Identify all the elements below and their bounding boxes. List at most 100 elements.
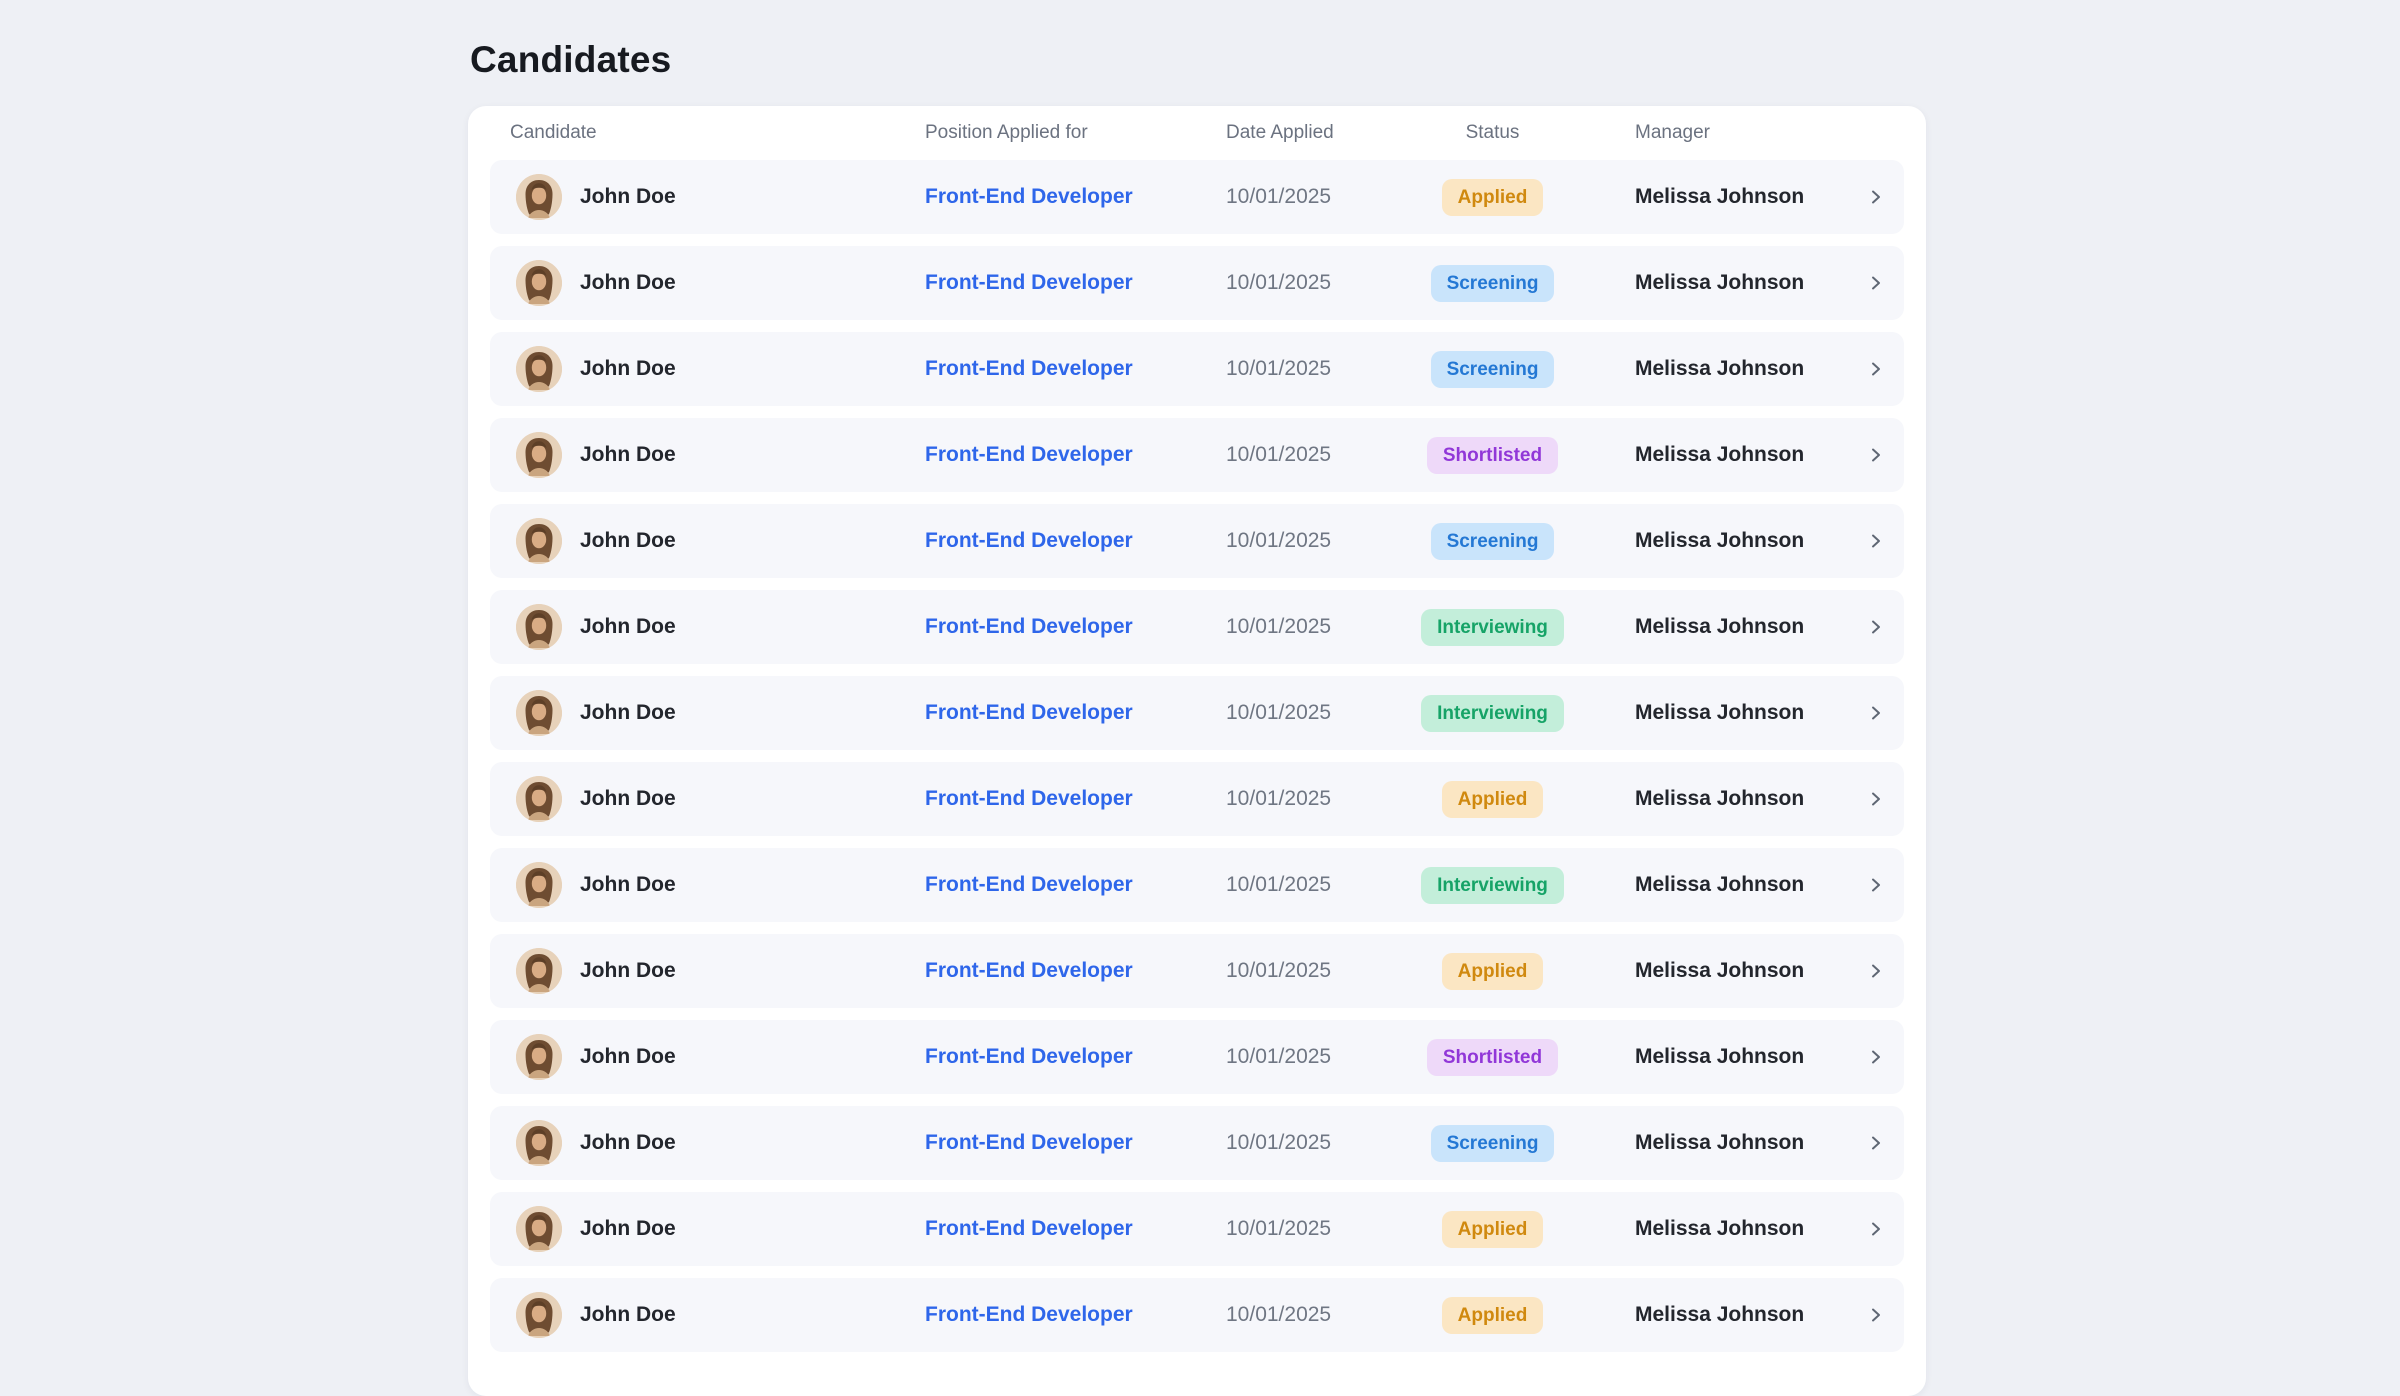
position-cell: Front-End Developer xyxy=(925,959,1226,983)
avatar-photo-icon xyxy=(516,690,562,736)
candidate-row[interactable]: John Doe Front-End Developer 10/01/2025 … xyxy=(490,504,1904,578)
candidate-name: John Doe xyxy=(580,615,676,638)
chevron-right-icon[interactable] xyxy=(1867,1306,1885,1324)
date-applied-cell: 10/01/2025 xyxy=(1226,1131,1380,1155)
date-applied-cell: 10/01/2025 xyxy=(1226,701,1380,725)
column-header-position-applied-for: Position Applied for xyxy=(925,122,1088,143)
candidate-row[interactable]: John Doe Front-End Developer 10/01/2025 … xyxy=(490,160,1904,234)
chevron-right-icon[interactable] xyxy=(1867,962,1885,980)
row-chevron-cell xyxy=(1848,532,1904,550)
candidate-row[interactable]: John Doe Front-End Developer 10/01/2025 … xyxy=(490,1278,1904,1352)
manager-cell: Melissa Johnson xyxy=(1605,1217,1848,1241)
position-cell: Front-End Developer xyxy=(925,443,1226,467)
position-cell: Front-End Developer xyxy=(925,1303,1226,1327)
date-applied: 10/01/2025 xyxy=(1226,959,1332,982)
candidate-avatar xyxy=(516,174,562,220)
manager-name: Melissa Johnson xyxy=(1635,529,1805,552)
candidate-avatar xyxy=(516,1120,562,1166)
status-cell: Interviewing xyxy=(1380,694,1605,732)
table-body: John Doe Front-End Developer 10/01/2025 … xyxy=(490,160,1904,1352)
manager-name: Melissa Johnson xyxy=(1635,873,1805,896)
chevron-right-icon[interactable] xyxy=(1867,446,1885,464)
status-badge: Applied xyxy=(1441,1296,1544,1334)
status-badge: Interviewing xyxy=(1421,694,1564,732)
candidate-cell: John Doe xyxy=(490,174,925,220)
manager-cell: Melissa Johnson xyxy=(1605,959,1848,983)
candidate-avatar xyxy=(516,260,562,306)
status-cell: Screening xyxy=(1380,350,1605,388)
manager-cell: Melissa Johnson xyxy=(1605,1045,1848,1069)
date-applied-cell: 10/01/2025 xyxy=(1226,357,1380,381)
position-link[interactable]: Front-End Developer xyxy=(925,1045,1133,1068)
candidate-row[interactable]: John Doe Front-End Developer 10/01/2025 … xyxy=(490,676,1904,750)
chevron-right-icon[interactable] xyxy=(1867,876,1885,894)
status-badge: Screening xyxy=(1430,522,1555,560)
candidate-cell: John Doe xyxy=(490,518,925,564)
position-link[interactable]: Front-End Developer xyxy=(925,787,1133,810)
position-link[interactable]: Front-End Developer xyxy=(925,959,1133,982)
date-applied-cell: 10/01/2025 xyxy=(1226,615,1380,639)
manager-cell: Melissa Johnson xyxy=(1605,873,1848,897)
chevron-right-icon[interactable] xyxy=(1867,532,1885,550)
position-link[interactable]: Front-End Developer xyxy=(925,357,1133,380)
position-link[interactable]: Front-End Developer xyxy=(925,1217,1133,1240)
row-chevron-cell xyxy=(1848,1306,1904,1324)
candidate-row[interactable]: John Doe Front-End Developer 10/01/2025 … xyxy=(490,934,1904,1008)
candidate-row[interactable]: John Doe Front-End Developer 10/01/2025 … xyxy=(490,418,1904,492)
chevron-right-icon[interactable] xyxy=(1867,790,1885,808)
chevron-right-icon[interactable] xyxy=(1867,1048,1885,1066)
avatar-photo-icon xyxy=(516,604,562,650)
avatar-photo-icon xyxy=(516,432,562,478)
chevron-right-icon[interactable] xyxy=(1867,1220,1885,1238)
candidate-row[interactable]: John Doe Front-End Developer 10/01/2025 … xyxy=(490,590,1904,664)
candidate-row[interactable]: John Doe Front-End Developer 10/01/2025 … xyxy=(490,1106,1904,1180)
position-link[interactable]: Front-End Developer xyxy=(925,1303,1133,1326)
candidate-row[interactable]: John Doe Front-End Developer 10/01/2025 … xyxy=(490,1020,1904,1094)
candidate-name: John Doe xyxy=(580,185,676,208)
candidate-row[interactable]: John Doe Front-End Developer 10/01/2025 … xyxy=(490,246,1904,320)
avatar-photo-icon xyxy=(516,776,562,822)
candidate-row[interactable]: John Doe Front-End Developer 10/01/2025 … xyxy=(490,848,1904,922)
candidate-row[interactable]: John Doe Front-End Developer 10/01/2025 … xyxy=(490,1192,1904,1266)
position-cell: Front-End Developer xyxy=(925,185,1226,209)
date-applied: 10/01/2025 xyxy=(1226,873,1332,896)
row-chevron-cell xyxy=(1848,704,1904,722)
status-badge: Screening xyxy=(1430,1124,1555,1162)
date-applied: 10/01/2025 xyxy=(1226,787,1332,810)
chevron-right-icon[interactable] xyxy=(1867,1134,1885,1152)
status-badge: Applied xyxy=(1441,178,1544,216)
avatar-photo-icon xyxy=(516,346,562,392)
manager-name: Melissa Johnson xyxy=(1635,185,1805,208)
candidate-cell: John Doe xyxy=(490,604,925,650)
avatar-photo-icon xyxy=(516,862,562,908)
position-link[interactable]: Front-End Developer xyxy=(925,443,1133,466)
position-link[interactable]: Front-End Developer xyxy=(925,1131,1133,1154)
candidate-cell: John Doe xyxy=(490,1034,925,1080)
manager-cell: Melissa Johnson xyxy=(1605,185,1848,209)
candidates-table-card: Candidate Position Applied for Date Applie… xyxy=(468,106,1926,1396)
date-applied-cell: 10/01/2025 xyxy=(1226,271,1380,295)
position-link[interactable]: Front-End Developer xyxy=(925,529,1133,552)
position-link[interactable]: Front-End Developer xyxy=(925,271,1133,294)
manager-cell: Melissa Johnson xyxy=(1605,701,1848,725)
chevron-right-icon[interactable] xyxy=(1867,618,1885,636)
position-link[interactable]: Front-End Developer xyxy=(925,185,1133,208)
candidate-cell: John Doe xyxy=(490,346,925,392)
manager-cell: Melissa Johnson xyxy=(1605,787,1848,811)
avatar-photo-icon xyxy=(516,174,562,220)
row-chevron-cell xyxy=(1848,1134,1904,1152)
position-link[interactable]: Front-End Developer xyxy=(925,701,1133,724)
chevron-right-icon[interactable] xyxy=(1867,704,1885,722)
chevron-right-icon[interactable] xyxy=(1867,360,1885,378)
candidate-row[interactable]: John Doe Front-End Developer 10/01/2025 … xyxy=(490,332,1904,406)
manager-name: Melissa Johnson xyxy=(1635,1303,1805,1326)
status-badge: Screening xyxy=(1430,350,1555,388)
candidate-avatar xyxy=(516,604,562,650)
chevron-right-icon[interactable] xyxy=(1867,188,1885,206)
chevron-right-icon[interactable] xyxy=(1867,274,1885,292)
candidate-row[interactable]: John Doe Front-End Developer 10/01/2025 … xyxy=(490,762,1904,836)
position-link[interactable]: Front-End Developer xyxy=(925,615,1133,638)
date-applied-cell: 10/01/2025 xyxy=(1226,1045,1380,1069)
position-link[interactable]: Front-End Developer xyxy=(925,873,1133,896)
candidate-cell: John Doe xyxy=(490,1120,925,1166)
